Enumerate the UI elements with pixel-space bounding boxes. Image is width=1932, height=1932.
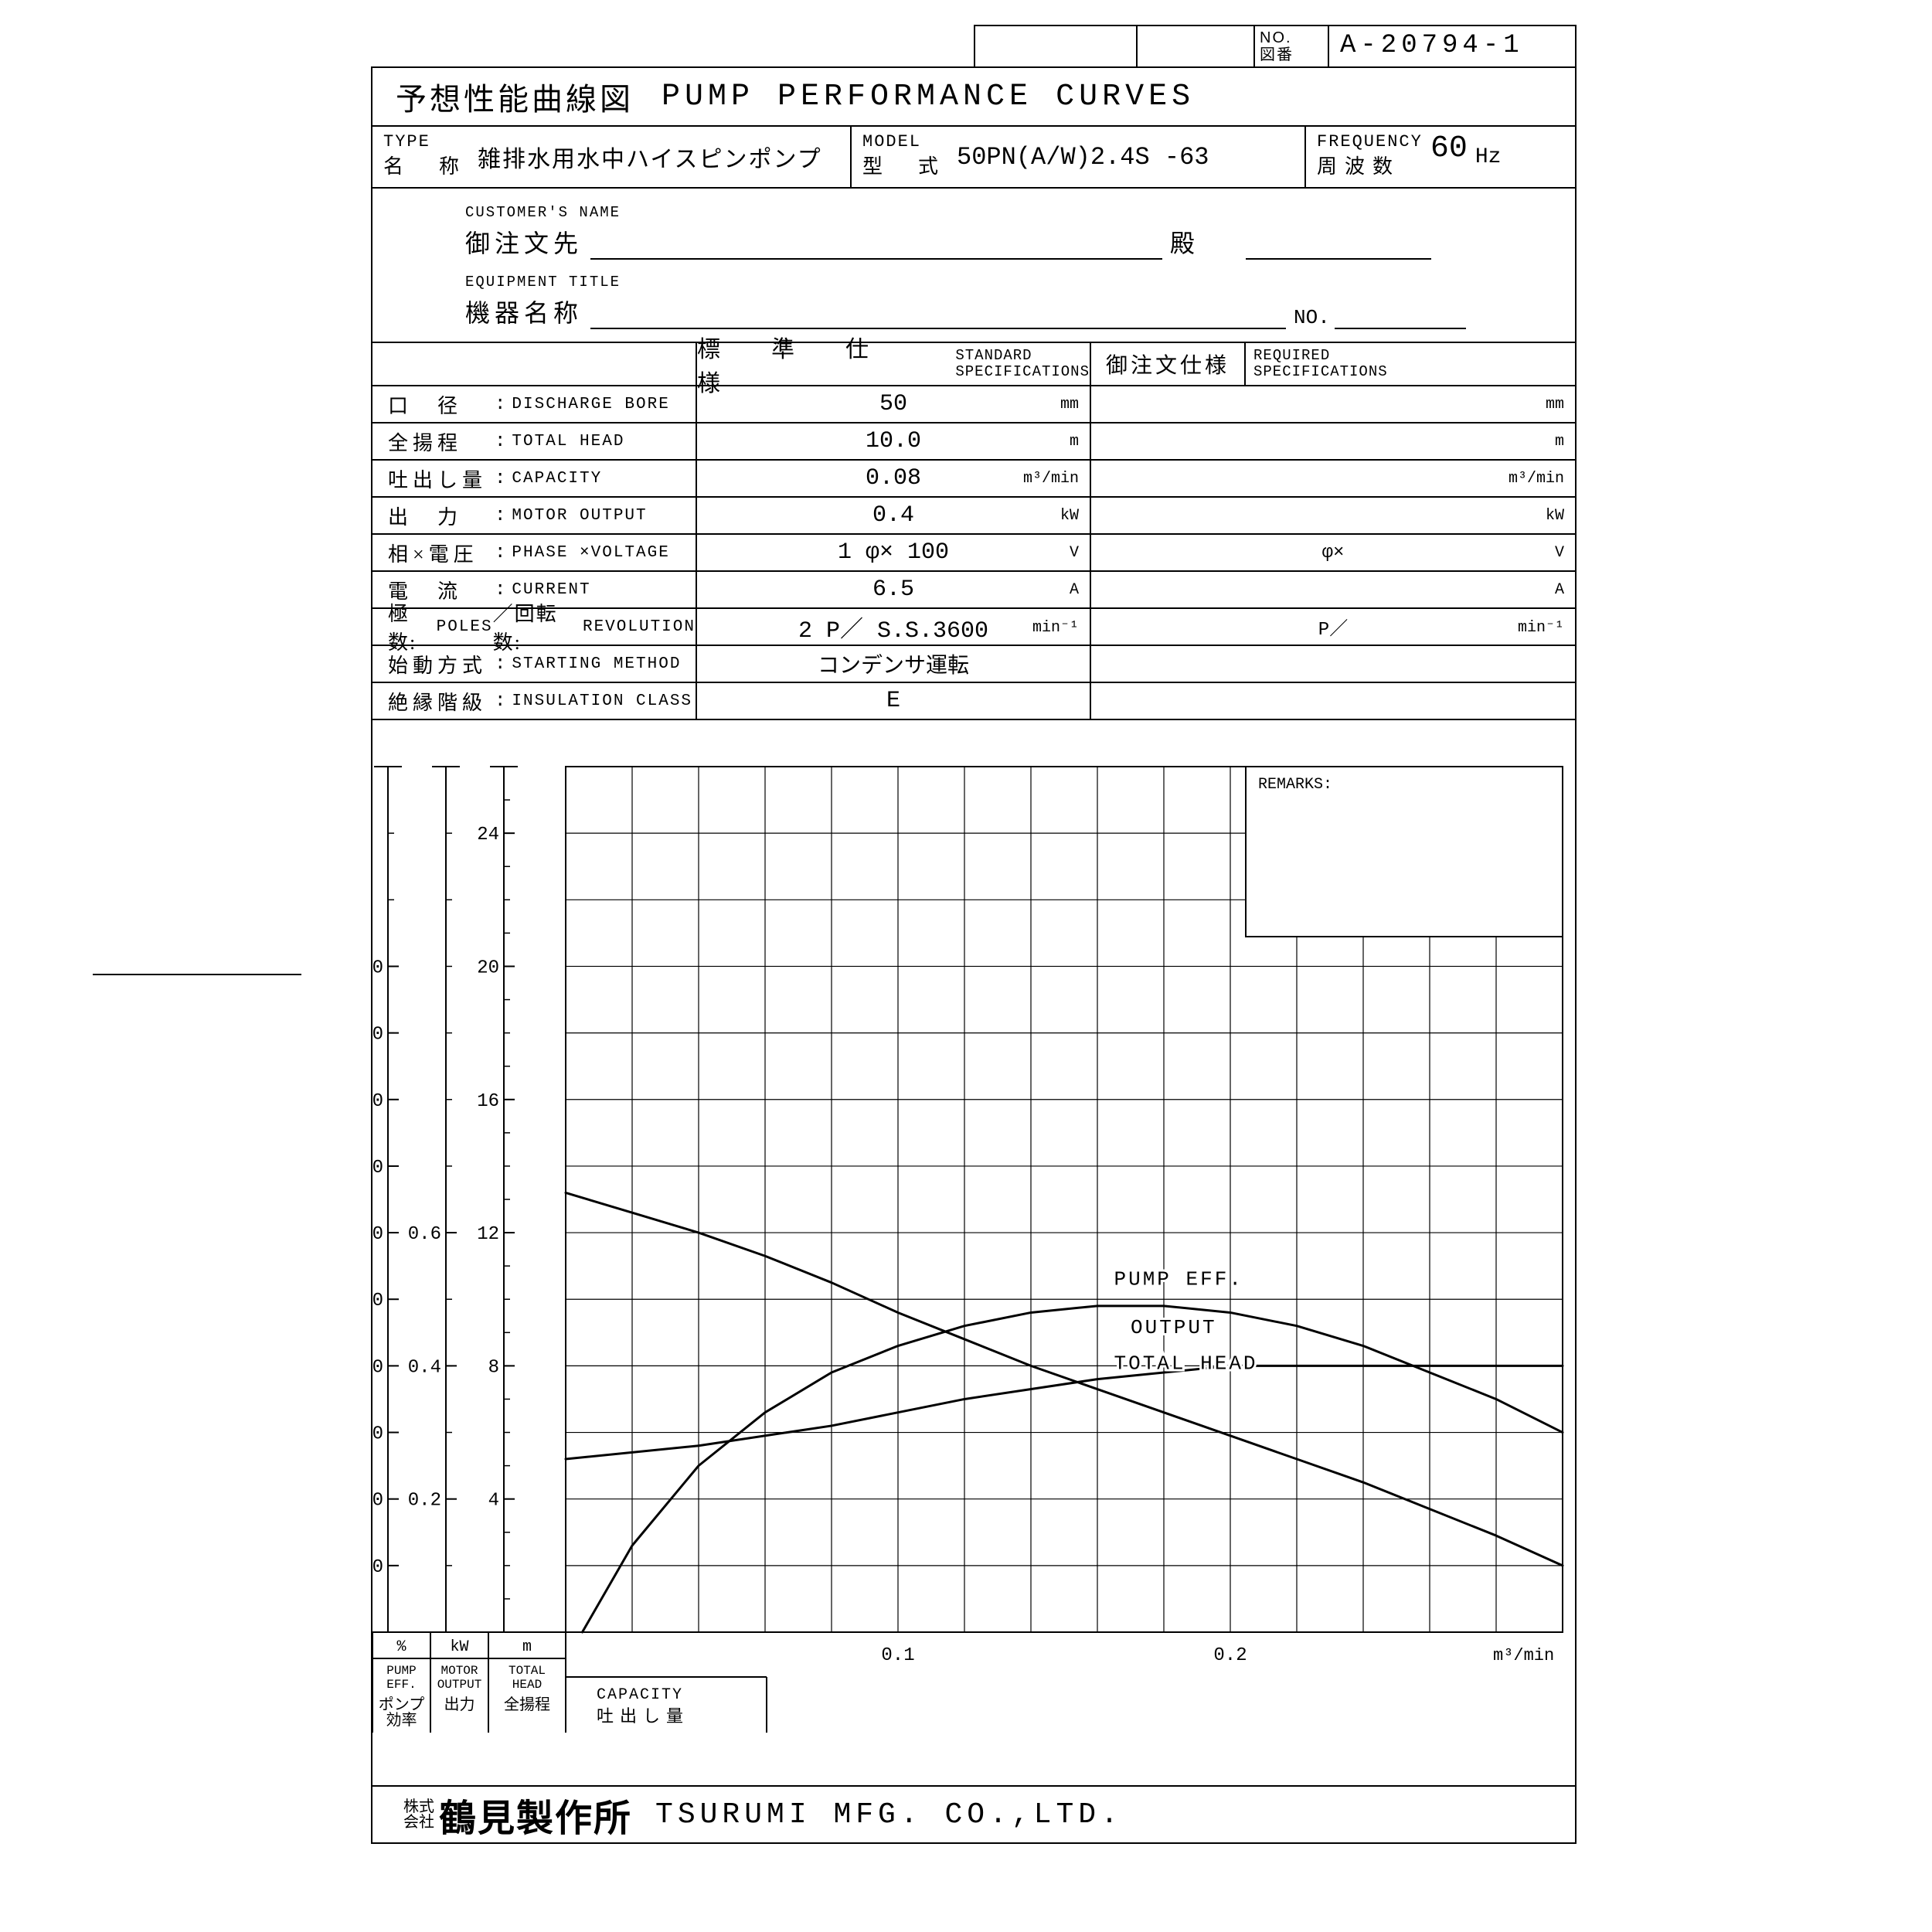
type-value: 雑排水用水中ハイスピンポンプ (478, 140, 822, 174)
svg-text:m: m (522, 1638, 532, 1656)
svg-text:OUTPUT: OUTPUT (1131, 1316, 1217, 1339)
title-jp: 予想性能曲線図 (396, 74, 634, 119)
svg-text:100: 100 (372, 957, 383, 978)
svg-text:50: 50 (372, 1291, 383, 1311)
footer: 株式会社 鶴見製作所 TSURUMI MFG. CO.,LTD. (372, 1787, 1575, 1842)
svg-text:m³/min: m³/min (1493, 1646, 1554, 1665)
svg-text:0.1: 0.1 (881, 1645, 914, 1666)
svg-text:90: 90 (372, 1025, 383, 1046)
svg-text:PUMP EFF.: PUMP EFF. (1114, 1268, 1243, 1291)
model-value: 50PN(A/W)2.4S -63 (957, 143, 1209, 172)
svg-text:TOTAL: TOTAL (509, 1664, 546, 1678)
spec-row: 極数:POLES／回転数:REVOLUTION2 P／ S.S.3600min⁻… (372, 609, 1575, 646)
meta-model: MODEL 型 式 50PN(A/W)2.4S -63 (852, 127, 1306, 187)
svg-text:効率: 効率 (386, 1711, 417, 1729)
svg-text:40: 40 (372, 1357, 383, 1378)
title-en: PUMP PERFORMANCE CURVES (662, 80, 1195, 114)
svg-text:70: 70 (372, 1158, 383, 1179)
company-en: TSURUMI MFG. CO.,LTD. (655, 1798, 1123, 1832)
svg-text:0.2: 0.2 (1213, 1645, 1247, 1666)
svg-text:80: 80 (372, 1091, 383, 1112)
svg-text:TOTAL HEAD: TOTAL HEAD (1114, 1352, 1258, 1375)
svg-text:REMARKS:: REMARKS: (1258, 776, 1332, 794)
meta-row: TYPE 名 称 雑排水用水中ハイスピンポンプ MODEL 型 式 50PN(A… (372, 127, 1575, 189)
spec-header: 標 準 仕 様 STANDARDSPECIFICATIONS 御注文仕様 REQ… (372, 343, 1575, 386)
main-frame: 予想性能曲線図 PUMP PERFORMANCE CURVES TYPE 名 称… (371, 66, 1577, 1844)
spec-row: 吐出し量:CAPACITY0.08m³/minm³/min (372, 461, 1575, 498)
svg-text:60: 60 (372, 1224, 383, 1245)
meta-frequency: FREQUENCY 周波数 60 Hz (1306, 127, 1575, 187)
svg-text:OUTPUT: OUTPUT (437, 1678, 482, 1692)
drawing-number-strip: NO. 図番 A-20794-1 (974, 25, 1577, 66)
spec-row: 絶縁階級:INSULATION CLASSE (372, 683, 1575, 720)
svg-text:ポンプ: ポンプ (379, 1696, 424, 1713)
customer-block: CUSTOMER'S NAME 御注文先 殿 EQUIPMENT TITLE 機… (372, 189, 1575, 343)
svg-text:HEAD: HEAD (512, 1678, 542, 1692)
spec-row: 口 径:DISCHARGE BORE50mmmm (372, 386, 1575, 423)
frequency-value: 60 (1430, 131, 1468, 166)
svg-text:0.6: 0.6 (408, 1224, 441, 1245)
spec-row: 始動方式:STARTING METHODコンデンサ運転 (372, 646, 1575, 683)
svg-text:PUMP: PUMP (386, 1664, 416, 1678)
svg-text:16: 16 (477, 1091, 499, 1112)
svg-text:kW: kW (450, 1638, 468, 1656)
drawing-number-value: A-20794-1 (1329, 26, 1575, 66)
svg-text:30: 30 (372, 1424, 383, 1445)
spec-table-body: 口 径:DISCHARGE BORE50mmmm全揚程:TOTAL HEAD10… (372, 386, 1575, 720)
svg-text:8: 8 (488, 1357, 499, 1378)
performance-chart: REMARKS: 0.1 0.2 m³/min 4 8 12 16 20 24 0.2 0.4 0.6 1… (372, 720, 1575, 1784)
svg-text:0.2: 0.2 (408, 1491, 441, 1512)
svg-text:0.4: 0.4 (408, 1357, 441, 1378)
svg-text:CAPACITY: CAPACITY (597, 1686, 683, 1704)
svg-text:%: % (396, 1638, 406, 1656)
svg-text:12: 12 (477, 1224, 499, 1245)
company-jp: 鶴見製作所 (439, 1787, 632, 1842)
svg-text:10: 10 (372, 1557, 383, 1578)
svg-text:20: 20 (372, 1491, 383, 1512)
svg-text:出力: 出力 (444, 1696, 475, 1713)
svg-text:MOTOR: MOTOR (440, 1664, 478, 1678)
std-en: STANDARDSPECIFICATIONS (955, 348, 1090, 380)
svg-text:24: 24 (477, 825, 499, 845)
drawing-number-label: NO. 図番 (1255, 26, 1329, 66)
svg-text:吐出し量: 吐出し量 (597, 1706, 689, 1726)
spec-row: 全揚程:TOTAL HEAD10.0mm (372, 423, 1575, 461)
svg-text:EFF.: EFF. (386, 1678, 416, 1692)
svg-text:20: 20 (477, 957, 499, 978)
svg-text:全揚程: 全揚程 (504, 1696, 550, 1713)
chart-area: REMARKS: 0.1 0.2 m³/min 4 8 12 16 20 24 0.2 0.4 0.6 1… (372, 720, 1575, 1787)
meta-type: TYPE 名 称 雑排水用水中ハイスピンポンプ (372, 127, 852, 187)
spec-row: 出 力:MOTOR OUTPUT0.4kWkW (372, 498, 1575, 535)
spec-row: 相×電圧:PHASE ×VOLTAGE1 φ× 100Vφ×V (372, 535, 1575, 572)
svg-text:4: 4 (488, 1491, 499, 1512)
title-row: 予想性能曲線図 PUMP PERFORMANCE CURVES (372, 68, 1575, 127)
stray-divider (93, 974, 301, 975)
